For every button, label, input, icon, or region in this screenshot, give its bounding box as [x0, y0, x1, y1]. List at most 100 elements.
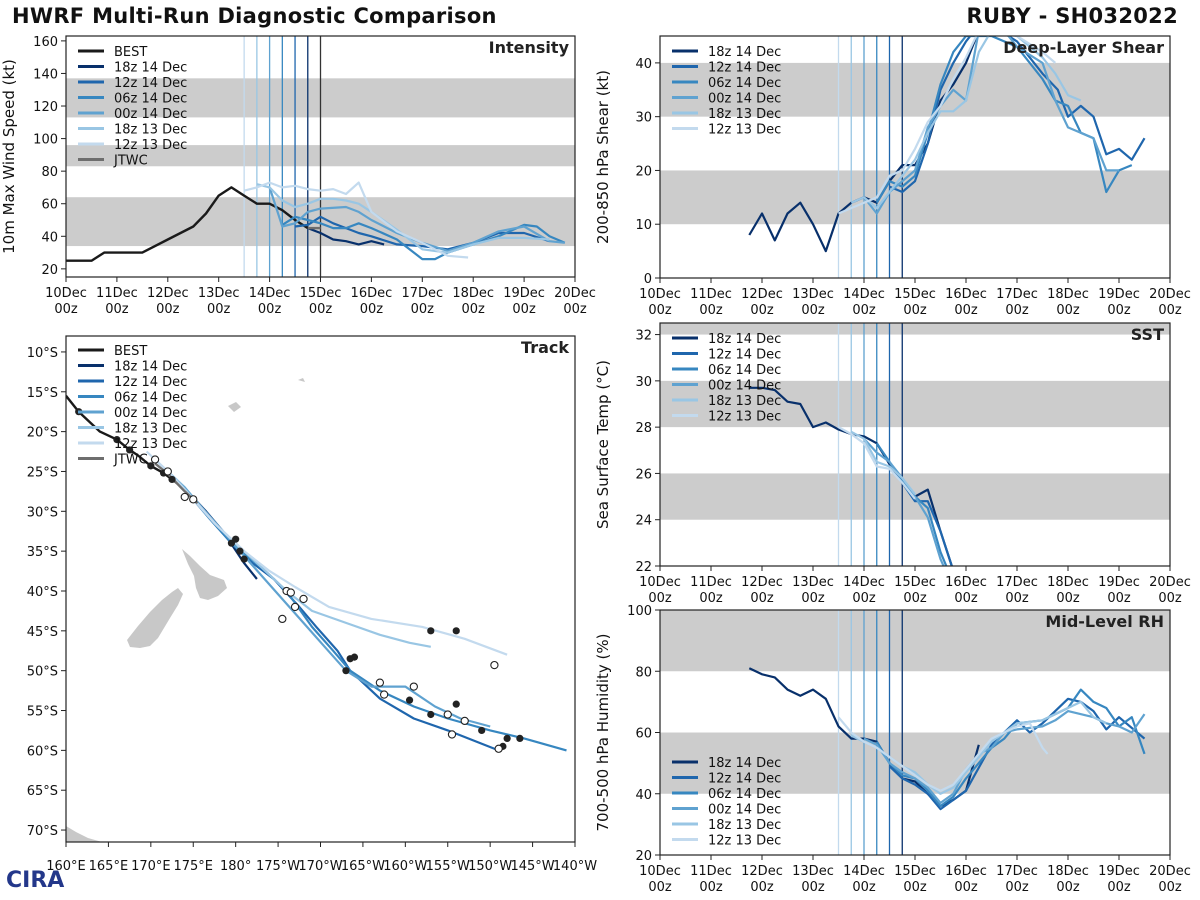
legend-label-06z-14-dec: 06z 14 Dec [114, 391, 187, 406]
y-tick-label: 120 [33, 100, 58, 115]
x-tick-label: 00z [309, 302, 333, 317]
series-18z-13-dec [850, 430, 916, 495]
x-tick-label: 12Dec [741, 287, 783, 302]
x-tick-label: 12Dec [741, 864, 783, 879]
legend-label-12z-13-dec: 12z 13 Dec [114, 437, 187, 452]
x-tick-label: 00z [750, 303, 774, 318]
panel-sst: 22242628303210Dec00z11Dec00z12Dec00z13De… [594, 322, 1191, 606]
series-12z-13-dec [838, 36, 1057, 215]
track-marker-filled-5 [168, 475, 176, 484]
x-tick-label: 165°W [341, 859, 385, 874]
y-tick-label: 15°S [27, 386, 58, 401]
x-tick-label: 00z [563, 302, 587, 317]
x-tick-label: 20Dec [1149, 864, 1191, 879]
x-tick-label: 17Dec [996, 864, 1038, 879]
panel-title: Deep-Layer Shear [1003, 38, 1164, 57]
series-12z-13-dec [145, 450, 508, 656]
x-tick-label: 00z [852, 880, 876, 895]
y-tick-label: 100 [33, 133, 58, 148]
series-group [66, 181, 566, 262]
series-group [748, 667, 1146, 811]
y-tick-label: 55°S [27, 705, 58, 720]
x-tick-label: 10Dec [45, 286, 87, 301]
x-tick-label: 170°W [298, 859, 342, 874]
y-tick-label: 22 [635, 560, 652, 575]
x-tick-label: 17Dec [996, 287, 1038, 302]
track-marker-filled-12 [342, 667, 350, 675]
series-12z-14-dec [175, 480, 500, 752]
x-tick-label: 00z [648, 880, 672, 895]
track-marker-open-0 [150, 455, 160, 464]
legend-label-00z-14-dec: 00z 14 Dec [708, 92, 781, 107]
x-tick-label: 180° [220, 859, 251, 874]
x-tick-label: 15Dec [894, 287, 936, 302]
series-00z-14-dec [863, 36, 1119, 215]
track-marker-filled-8 [236, 547, 244, 555]
y-axis-label: 200-850 hPa Shear (kt) [594, 70, 612, 244]
legend-label-18z-13-dec: 18z 13 Dec [114, 123, 187, 138]
y-tick-label: 40 [635, 57, 652, 72]
x-tick-label: 12Dec [741, 575, 783, 590]
x-tick-label: 00z [801, 303, 825, 318]
x-tick-label: 15Dec [300, 286, 342, 301]
panel-title: SST [1131, 325, 1164, 344]
series-06z-14-dec [281, 215, 566, 261]
x-tick-label: 00z [852, 303, 876, 318]
x-tick-label: 14Dec [843, 864, 885, 879]
x-tick-label: 00z [1158, 303, 1182, 318]
x-tick-label: 11Dec [690, 575, 732, 590]
x-tick-label: 13Dec [792, 864, 834, 879]
x-tick-label: 14Dec [249, 286, 291, 301]
y-tick-label: 24 [635, 514, 652, 529]
y-axis-label: Sea Surface Temp (°C) [594, 360, 612, 529]
x-tick-label: 11Dec [690, 864, 732, 879]
series-06z-14-dec [171, 474, 567, 752]
band-1 [660, 62, 1170, 117]
track-marker-open-1 [163, 467, 172, 476]
track-marker-filled-3 [147, 462, 155, 470]
legend-label-18z-14-dec: 18z 14 Dec [708, 332, 781, 347]
legend-label-00z-14-dec: 00z 14 Dec [114, 406, 187, 421]
figure-title: HWRF Multi-Run Diagnostic Comparison [12, 4, 497, 28]
x-tick-label: 00z [648, 303, 672, 318]
y-tick-label: 160 [33, 35, 58, 50]
track-marker-open-11 [409, 682, 418, 691]
y-tick-label: 25°S [27, 465, 58, 480]
x-tick-label: 12Dec [147, 286, 189, 301]
land-masses [66, 378, 305, 842]
y-tick-label: 45°S [27, 625, 58, 640]
x-tick-label: 00z [1005, 880, 1029, 895]
track-marker-open-3 [180, 492, 189, 502]
x-tick-label: 00z [411, 302, 435, 317]
x-tick-label: 00z [648, 591, 672, 606]
track-marker-open-2 [189, 495, 198, 504]
legend-label-18z-13-dec: 18z 13 Dec [114, 422, 187, 437]
x-tick-label: 19Dec [1098, 864, 1140, 879]
legend-label-00z-14-dec: 00z 14 Dec [708, 379, 781, 394]
y-axis-label: 700-500 hPa Humidity (%) [594, 633, 612, 831]
series-12z-13-dec [837, 716, 1049, 792]
x-tick-label: 00z [258, 302, 282, 317]
y-tick-label: 32 [635, 329, 652, 344]
track-marker-filled-1 [113, 435, 121, 444]
series-06z-14-dec [875, 36, 1133, 204]
track-marker-open-5 [286, 588, 295, 597]
track-marker-filled-2 [126, 446, 134, 454]
legend-label-best: BEST [114, 344, 147, 359]
legend-label-12z-13-dec: 12z 13 Dec [708, 123, 781, 138]
x-tick-label: 00z [903, 303, 927, 318]
island-fiji [228, 402, 241, 412]
x-tick-label: 00z [801, 880, 825, 895]
new-zealand-north-island [182, 549, 227, 600]
x-tick-label: 00z [1107, 303, 1131, 318]
x-tick-label: 00z [852, 591, 876, 606]
track-marker-open-10 [379, 690, 389, 699]
panel-title: Track [521, 338, 569, 357]
y-tick-label: 0 [644, 272, 652, 287]
x-tick-label: 00z [1056, 591, 1080, 606]
series-12z-14-dec [889, 36, 1146, 194]
legend-label-00z-14-dec: 00z 14 Dec [708, 803, 781, 818]
y-tick-label: 65°S [27, 784, 58, 799]
track-marker-open-6 [290, 602, 300, 612]
